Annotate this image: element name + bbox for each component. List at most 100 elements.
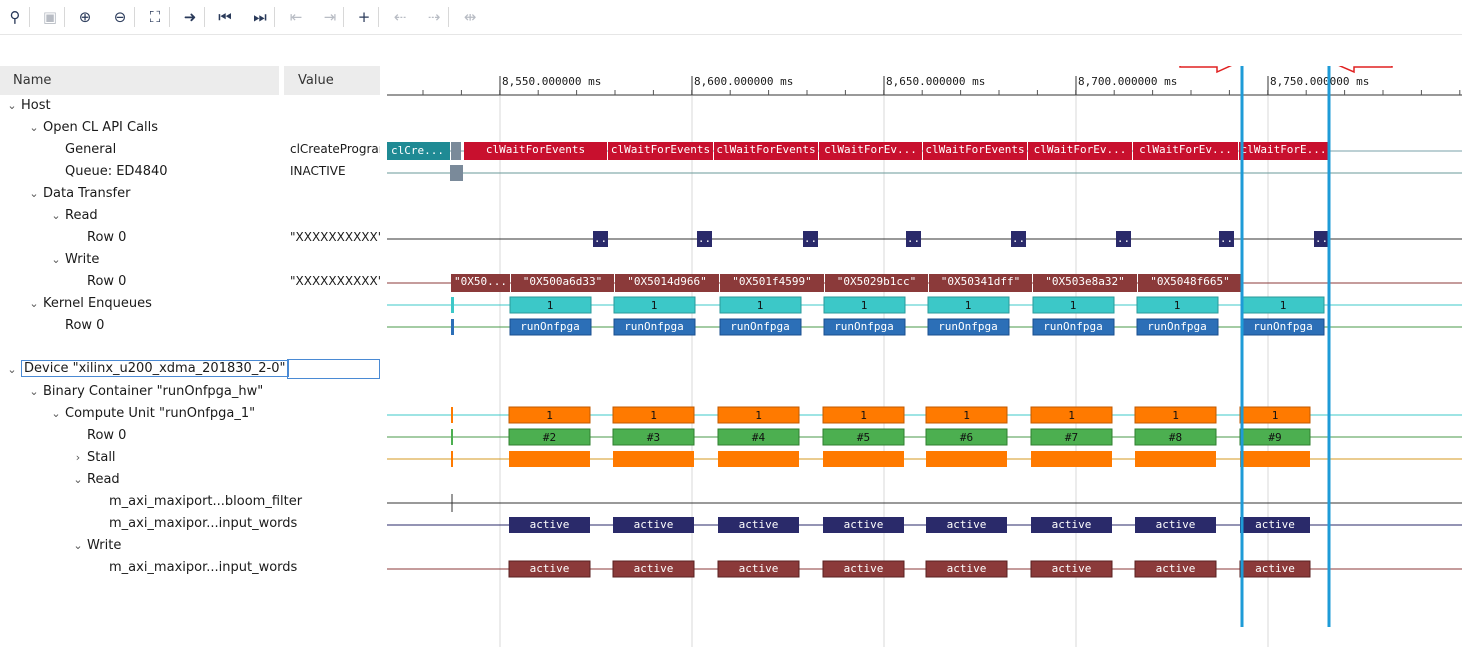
search-button[interactable]: ⚲	[3, 5, 27, 29]
next-marker-icon: ⇢	[427, 8, 441, 26]
chevron-down-icon[interactable]: ⌄	[29, 120, 39, 134]
read-transfer-marker	[697, 231, 712, 247]
tree-row-label: Device "xilinx_u200_xdma_201830_2-0"	[21, 360, 289, 377]
next-marker-button[interactable]: ⇢	[422, 5, 446, 29]
tree-row-label: Kernel Enqueues	[43, 296, 152, 311]
magnifier-icon: ⚲	[9, 8, 21, 26]
tree-row-host[interactable]: ⌄ Host	[0, 95, 383, 117]
cu-bar-label: 1	[963, 409, 970, 422]
read-transfer-marker	[593, 231, 608, 247]
tree-row-read[interactable]: ⌄ Read	[0, 205, 383, 227]
tree-row-device[interactable]: ⌄ Device "xilinx_u200_xdma_201830_2-0"	[0, 359, 383, 381]
tree-row-write-row0[interactable]: Row 0 "XXXXXXXXXX"	[0, 271, 383, 293]
prev-marker-icon: ⇠	[393, 8, 407, 26]
skip-end-icon: ⏭	[253, 8, 267, 26]
read-transfer-marker-label: ..	[1117, 232, 1130, 245]
tree-row-binary-container[interactable]: ⌄ Binary Container "runOnfpga_hw"	[0, 381, 383, 403]
tree-row-read-row0[interactable]: Row 0 "XXXXXXXXXX"	[0, 227, 383, 249]
chevron-right-icon[interactable]: ›	[75, 450, 81, 464]
chevron-down-icon[interactable]: ⌄	[7, 98, 17, 112]
kernel-run-bar	[1032, 318, 1115, 336]
waveform-canvas[interactable]: 8,550.000000 ms 8,600.000000 ms 8,650.0000…	[387, 66, 1462, 647]
previous-transition-button[interactable]: ⇤	[284, 5, 308, 29]
tree-row-compute-unit[interactable]: ⌄ Compute Unit "runOnfpga_1"	[0, 403, 383, 425]
chevron-down-icon[interactable]: ⌄	[51, 406, 61, 420]
write-transfer-bar	[511, 274, 614, 292]
save-button[interactable]: ▣	[38, 5, 62, 29]
go-to-cursor-button[interactable]: ➜	[178, 5, 202, 29]
cu-bar-label: 1	[1172, 409, 1179, 422]
chevron-down-icon[interactable]: ⌄	[29, 296, 39, 310]
tree-row-label: General	[65, 142, 117, 157]
zoom-fit-button[interactable]: ⛶	[143, 5, 167, 29]
next-transition-button[interactable]: ⇥	[318, 5, 342, 29]
chevron-down-icon[interactable]: ⌄	[73, 472, 83, 486]
add-marker-button[interactable]: +	[352, 5, 376, 29]
tree-row-blank[interactable]	[0, 337, 383, 359]
queue-bar	[450, 165, 463, 181]
cu-run-bar	[451, 429, 453, 445]
add-marker-icon: +	[357, 8, 371, 26]
api-call-bar	[464, 142, 607, 160]
write-transfer-bar	[1138, 274, 1242, 292]
chevron-down-icon[interactable]: ⌄	[51, 208, 61, 222]
axi-read-bar	[1135, 517, 1216, 533]
read-transfer-marker-label: ..	[698, 232, 711, 245]
zoom-out-icon: ⊖	[113, 8, 127, 26]
chevron-down-icon[interactable]: ⌄	[73, 538, 83, 552]
axi-read-label: active	[1156, 518, 1196, 531]
kernel-run-bar	[451, 319, 454, 335]
api-call-label: clWaitForE...	[1240, 143, 1326, 156]
value-editor-box[interactable]	[287, 359, 380, 379]
axi-write-bar	[612, 560, 695, 578]
tree-row-kernel-enqueues[interactable]: ⌄ Kernel Enqueues	[0, 293, 383, 315]
chevron-down-icon[interactable]: ⌄	[29, 186, 39, 200]
kernel-enqueue-bar	[613, 296, 696, 314]
previous-marker-button[interactable]: ⇠	[388, 5, 412, 29]
kernel-enqueue-bar	[927, 296, 1010, 314]
axi-write-label: active	[530, 562, 570, 575]
tree-row-queue[interactable]: Queue: ED4840 INACTIVE	[0, 161, 383, 183]
tree-row-general[interactable]: General clCreateProgram	[0, 139, 383, 161]
name-column-header[interactable]: Name	[0, 66, 279, 95]
kernel-run-bar	[509, 318, 592, 336]
kernel-run-label: runOnfpga	[1147, 320, 1207, 333]
cu-run-label: #8	[1169, 431, 1182, 444]
chevron-down-icon[interactable]: ⌄	[7, 362, 17, 376]
value-column-header[interactable]: Value	[284, 66, 380, 95]
write-transfer-label: "0X5014d966"	[627, 275, 706, 288]
go-to-start-button[interactable]: ⏮	[213, 5, 237, 29]
tree-row-maxi-bloom[interactable]: m_axi_maxiport...bloom_filter	[0, 491, 383, 513]
annotation-arrow-right	[1179, 66, 1233, 74]
chevron-down-icon[interactable]: ⌄	[29, 384, 39, 398]
tree-row-cu-write[interactable]: ⌄ Write	[0, 535, 383, 557]
axi-write-bar	[925, 560, 1008, 578]
axi-read-bar	[613, 517, 694, 533]
tree-row-kernel-row0[interactable]: Row 0	[0, 315, 383, 337]
tree-row-cu-read[interactable]: ⌄ Read	[0, 469, 383, 491]
zoom-in-button[interactable]: ⊕	[73, 5, 97, 29]
api-call-label: clWaitForEvents	[716, 143, 815, 156]
axi-write-label: active	[739, 562, 779, 575]
zoom-out-button[interactable]: ⊖	[108, 5, 132, 29]
tree-row-maxi-input-write[interactable]: m_axi_maxipor...input_words	[0, 557, 383, 579]
waveform-view[interactable]: 8,550.000000 ms 8,600.000000 ms 8,650.0000…	[387, 66, 1462, 647]
cu-bar	[451, 407, 453, 423]
tree-row-opencl-api-calls[interactable]: ⌄ Open CL API Calls	[0, 117, 383, 139]
tree-row-stall[interactable]: › Stall	[0, 447, 383, 469]
kernel-run-bar	[1136, 318, 1219, 336]
kernel-enqueue-label: 1	[651, 299, 658, 312]
read-transfer-marker	[906, 231, 921, 247]
axi-read-bar	[509, 517, 590, 533]
tree-row-write[interactable]: ⌄ Write	[0, 249, 383, 271]
tree-row-maxi-input-read[interactable]: m_axi_maxipor...input_words	[0, 513, 383, 535]
cu-bar	[1134, 406, 1217, 424]
chevron-down-icon[interactable]: ⌄	[51, 252, 61, 266]
tree-row-data-transfer[interactable]: ⌄ Data Transfer	[0, 183, 383, 205]
read-transfer-marker	[1011, 231, 1026, 247]
go-to-end-button[interactable]: ⏭	[248, 5, 272, 29]
tree-row-cu-row0[interactable]: Row 0	[0, 425, 383, 447]
ruler-tick-label: 8,750.000000 ms	[1270, 75, 1369, 88]
swap-cursors-button[interactable]: ⇹	[458, 5, 482, 29]
kernel-enqueue-label: 1	[1280, 299, 1287, 312]
